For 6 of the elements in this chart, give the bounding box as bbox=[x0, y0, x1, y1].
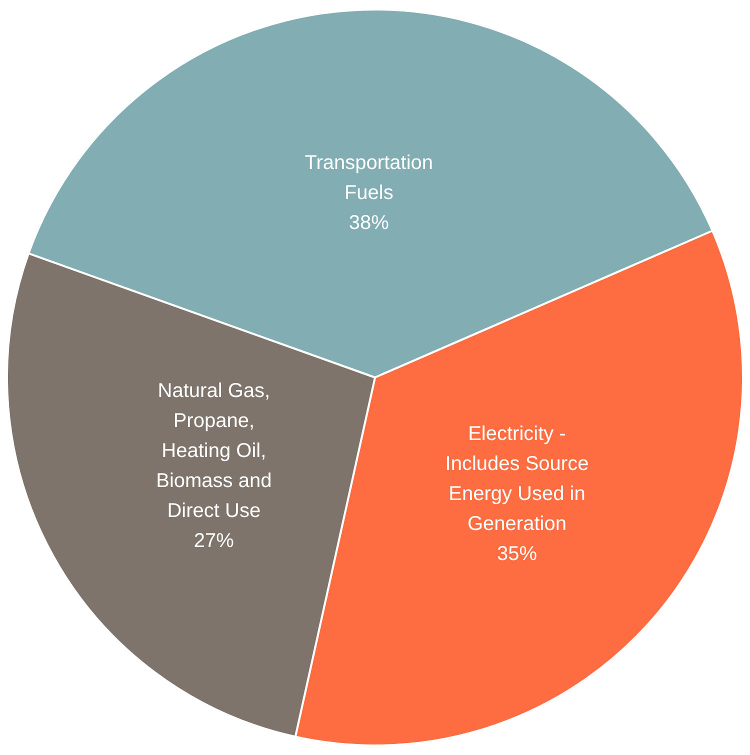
slice-label: Transportation Fuels bbox=[304, 152, 434, 204]
slice-label: Electricity - Includes Source Energy Used in Generation bbox=[445, 423, 589, 536]
data-label: 35% bbox=[496, 543, 538, 566]
slice-label: Natural Gas, Propane, Heating Oil, Biomass and Direct Use bbox=[156, 380, 272, 522]
data-label: 38% bbox=[348, 212, 390, 234]
data-label: 27% bbox=[194, 530, 234, 552]
